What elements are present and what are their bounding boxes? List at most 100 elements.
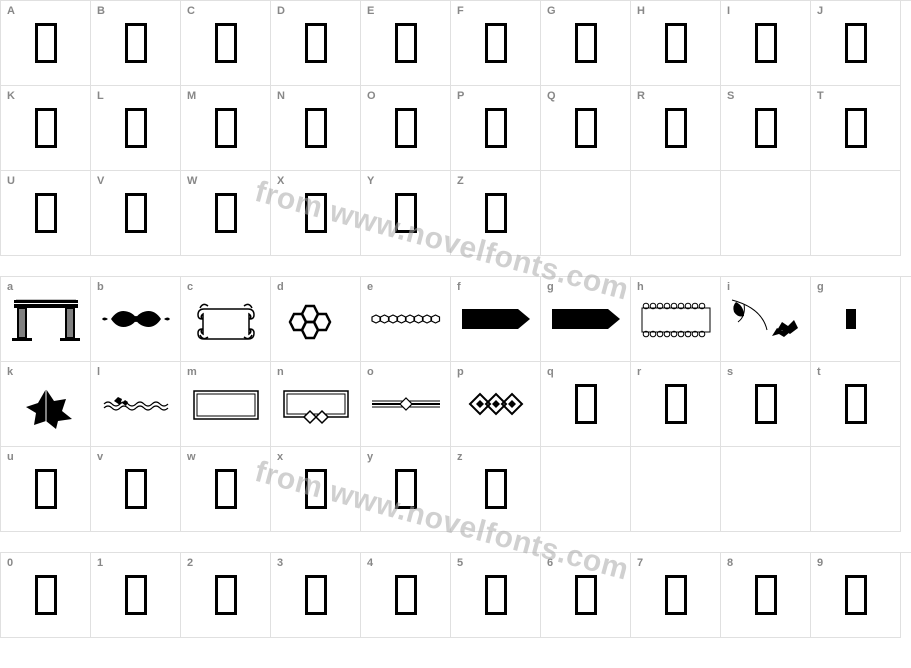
empty-glyph-box: [35, 193, 57, 233]
character-cell[interactable]: S: [721, 86, 811, 171]
character-cell[interactable]: g: [811, 277, 901, 362]
character-cell[interactable]: Q: [541, 86, 631, 171]
empty-glyph-box: [575, 384, 597, 424]
cell-label: k: [7, 366, 13, 378]
character-cell[interactable]: w: [181, 447, 271, 532]
leaf-corner-glyph: [726, 294, 806, 344]
character-cell[interactable]: T: [811, 86, 901, 171]
character-cell[interactable]: s: [721, 362, 811, 447]
character-cell[interactable]: [811, 447, 901, 532]
character-cell[interactable]: f: [451, 277, 541, 362]
character-cell[interactable]: q: [541, 362, 631, 447]
character-cell[interactable]: 3: [271, 553, 361, 638]
character-cell[interactable]: L: [91, 86, 181, 171]
character-cell[interactable]: e: [361, 277, 451, 362]
cell-label: C: [187, 5, 195, 17]
character-cell[interactable]: [541, 447, 631, 532]
character-cell[interactable]: C: [181, 1, 271, 86]
character-cell[interactable]: l: [91, 362, 181, 447]
character-cell[interactable]: 9: [811, 553, 901, 638]
cell-label: U: [7, 175, 15, 187]
cell-label: R: [637, 90, 645, 102]
row-spacer: [0, 532, 911, 552]
character-cell[interactable]: g: [541, 277, 631, 362]
character-cell[interactable]: M: [181, 86, 271, 171]
character-cell[interactable]: O: [361, 86, 451, 171]
character-cell[interactable]: 8: [721, 553, 811, 638]
character-cell[interactable]: p: [451, 362, 541, 447]
cell-label: f: [457, 281, 461, 293]
empty-glyph-box: [305, 193, 327, 233]
black-arrow-glyph: [546, 294, 626, 344]
character-cell[interactable]: W: [181, 171, 271, 256]
character-cell[interactable]: X: [271, 171, 361, 256]
character-cell[interactable]: 2: [181, 553, 271, 638]
character-cell[interactable]: I: [721, 1, 811, 86]
cell-label: 3: [277, 557, 283, 569]
character-cell[interactable]: Z: [451, 171, 541, 256]
character-cell[interactable]: v: [91, 447, 181, 532]
character-cell[interactable]: [541, 171, 631, 256]
character-cell[interactable]: E: [361, 1, 451, 86]
character-cell[interactable]: R: [631, 86, 721, 171]
empty-glyph-box: [755, 108, 777, 148]
character-cell[interactable]: y: [361, 447, 451, 532]
character-cell[interactable]: z: [451, 447, 541, 532]
cell-label: b: [97, 281, 104, 293]
character-cell[interactable]: m: [181, 362, 271, 447]
cell-label: s: [727, 366, 733, 378]
character-cell[interactable]: i: [721, 277, 811, 362]
cell-label: V: [97, 175, 104, 187]
character-cell[interactable]: b: [91, 277, 181, 362]
character-cell[interactable]: F: [451, 1, 541, 86]
character-cell[interactable]: 7: [631, 553, 721, 638]
cell-label: M: [187, 90, 196, 102]
character-cell[interactable]: G: [541, 1, 631, 86]
character-cell[interactable]: t: [811, 362, 901, 447]
wave-ornament-glyph: [96, 379, 176, 429]
cell-label: z: [457, 451, 463, 463]
leaf-glyph: [6, 379, 86, 429]
character-cell[interactable]: [811, 171, 901, 256]
character-cell[interactable]: [631, 447, 721, 532]
character-cell[interactable]: a: [1, 277, 91, 362]
character-cell[interactable]: [631, 171, 721, 256]
cell-label: D: [277, 5, 285, 17]
cell-label: 9: [817, 557, 823, 569]
character-cell[interactable]: 1: [91, 553, 181, 638]
character-cell[interactable]: U: [1, 171, 91, 256]
cell-label: E: [367, 5, 374, 17]
character-cell[interactable]: h: [631, 277, 721, 362]
character-cell[interactable]: K: [1, 86, 91, 171]
character-cell[interactable]: P: [451, 86, 541, 171]
character-cell[interactable]: [721, 171, 811, 256]
character-cell[interactable]: N: [271, 86, 361, 171]
cell-label: 8: [727, 557, 733, 569]
character-cell[interactable]: J: [811, 1, 901, 86]
black-arrow-glyph: [456, 294, 536, 344]
empty-glyph-box: [485, 575, 507, 615]
character-cell[interactable]: A: [1, 1, 91, 86]
character-cell[interactable]: c: [181, 277, 271, 362]
character-cell[interactable]: d: [271, 277, 361, 362]
character-cell[interactable]: k: [1, 362, 91, 447]
cell-label: 1: [97, 557, 103, 569]
character-cell[interactable]: B: [91, 1, 181, 86]
character-cell[interactable]: 6: [541, 553, 631, 638]
character-cell[interactable]: Y: [361, 171, 451, 256]
empty-glyph-box: [35, 23, 57, 63]
character-cell[interactable]: r: [631, 362, 721, 447]
character-cell[interactable]: o: [361, 362, 451, 447]
character-cell[interactable]: n: [271, 362, 361, 447]
character-cell[interactable]: H: [631, 1, 721, 86]
character-cell[interactable]: 0: [1, 553, 91, 638]
empty-glyph-box: [215, 193, 237, 233]
character-cell[interactable]: V: [91, 171, 181, 256]
character-cell[interactable]: [721, 447, 811, 532]
cell-label: h: [637, 281, 644, 293]
character-cell[interactable]: 4: [361, 553, 451, 638]
character-cell[interactable]: x: [271, 447, 361, 532]
character-cell[interactable]: u: [1, 447, 91, 532]
character-cell[interactable]: D: [271, 1, 361, 86]
character-cell[interactable]: 5: [451, 553, 541, 638]
